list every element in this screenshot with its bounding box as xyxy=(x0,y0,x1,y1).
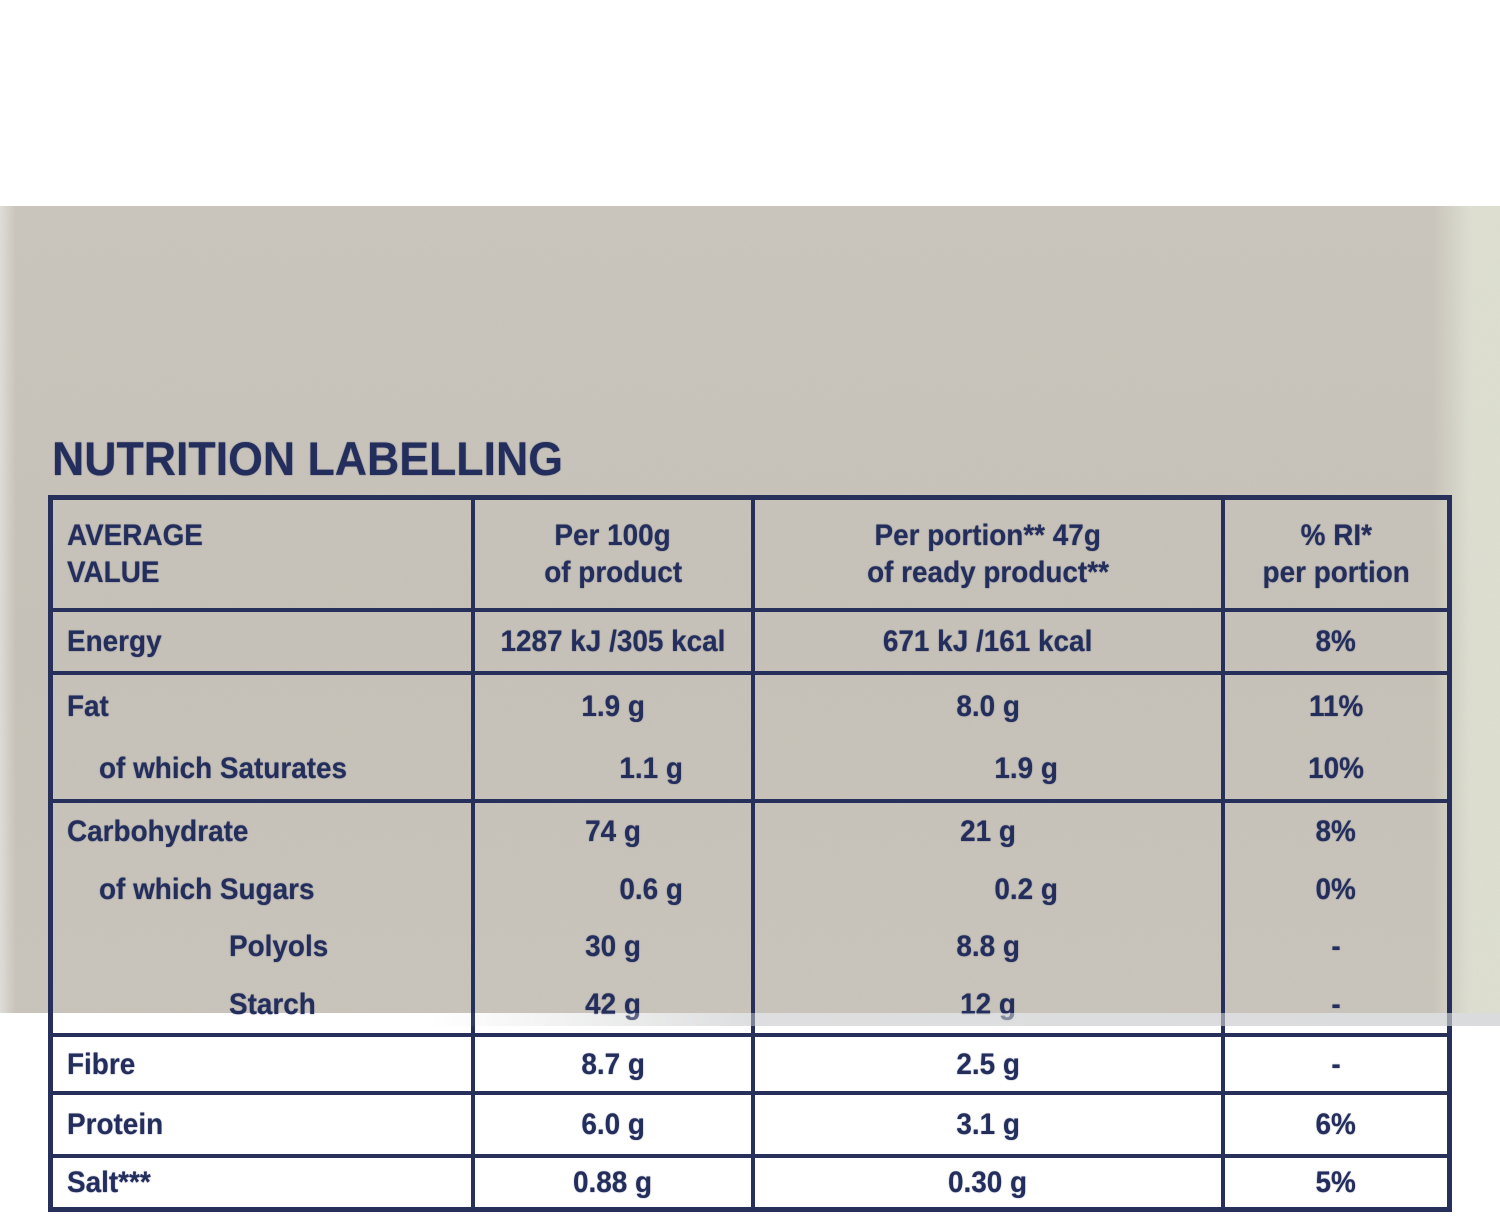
row-fibre: Fibre 8.7 g 2.5 g - xyxy=(53,1037,1447,1095)
nutrient-name: Starch xyxy=(229,987,316,1021)
per-portion-value: 1.9 g xyxy=(994,751,1058,785)
header-average-value: AVERAGE VALUE xyxy=(53,500,475,608)
header-average-line1: AVERAGE xyxy=(67,519,203,552)
row-energy: Energy 1287 kJ /305 kcal 671 kJ /161 kca… xyxy=(53,612,1447,675)
nutrient-name: of which Saturates xyxy=(99,751,348,785)
per-portion-value: 8.0 g xyxy=(956,689,1020,723)
per-100g-value: 6.0 g xyxy=(581,1108,645,1141)
row-salt: Salt*** 0.88 g 0.30 g 5% xyxy=(53,1158,1447,1207)
nutrient-name: Fibre xyxy=(67,1047,136,1081)
ri-percent-value: - xyxy=(1331,930,1341,964)
per-100g-value: 30 g xyxy=(585,930,641,964)
table-header-row: AVERAGE VALUE Per 100g of product Per po… xyxy=(53,500,1447,612)
nutrient-name: Fat xyxy=(67,689,109,723)
nutrient-name: Salt*** xyxy=(67,1166,151,1199)
ri-percent-value: - xyxy=(1331,1047,1341,1081)
nutrition-table: AVERAGE VALUE Per 100g of product Per po… xyxy=(48,495,1452,1212)
nutrient-name: Protein xyxy=(67,1108,164,1141)
per-portion-value: 8.8 g xyxy=(956,930,1020,964)
section-title: NUTRITION LABELLING xyxy=(52,432,563,485)
header-per100-line1: Per 100g xyxy=(554,519,672,552)
per-100g-value: 74 g xyxy=(585,815,641,849)
header-portion-line1: Per portion** 47g xyxy=(874,519,1102,552)
nutrient-name: Polyols xyxy=(229,930,329,964)
header-portion-line2: of ready product** xyxy=(867,556,1109,589)
header-ri-line2: per portion xyxy=(1262,556,1410,589)
per-100g-value: 1.9 g xyxy=(581,689,645,723)
per-portion-value: 2.5 g xyxy=(956,1047,1020,1081)
ri-percent-value: 10% xyxy=(1308,751,1364,785)
ri-percent-value: 8% xyxy=(1315,815,1357,849)
header-average-line2: VALUE xyxy=(67,556,160,589)
per-100g-value: 1.1 g xyxy=(619,751,683,785)
cardboard-panel: NUTRITION LABELLING AVERAGE VALUE Per 10… xyxy=(0,206,1500,1212)
per-100g-value: 0.88 g xyxy=(573,1166,653,1199)
row-fat-group: Fat of which Saturates 1.9 g 1.1 g 8.0 g… xyxy=(53,675,1447,803)
header-per-portion: Per portion** 47g of ready product** xyxy=(755,500,1225,608)
nutrient-name: Energy xyxy=(67,625,162,658)
per-100g-value: 0.6 g xyxy=(619,872,683,906)
ri-percent-value: 6% xyxy=(1315,1108,1357,1141)
per-portion-value: 0.30 g xyxy=(948,1166,1028,1199)
per-portion-value: 3.1 g xyxy=(956,1108,1020,1141)
ri-percent-value: 0% xyxy=(1315,872,1357,906)
package-bottom-shadow xyxy=(430,1013,1500,1026)
header-per-100g: Per 100g of product xyxy=(475,500,755,608)
header-ri-line1: % RI* xyxy=(1300,519,1372,552)
ri-percent-value: 11% xyxy=(1308,689,1364,723)
header-ri-per-portion: % RI* per portion xyxy=(1225,500,1447,608)
nutrient-name: Carbohydrate xyxy=(67,815,249,849)
ri-percent-value: 5% xyxy=(1315,1166,1357,1199)
row-carbohydrate-group: Carbohydrate of which Sugars Polyols Sta… xyxy=(53,803,1447,1037)
nutrient-name: of which Sugars xyxy=(99,872,315,906)
ri-percent-value: - xyxy=(1331,987,1341,1021)
header-per100-line2: of product xyxy=(544,556,682,589)
per-portion-value: 671 kJ /161 kcal xyxy=(883,625,1093,658)
ri-percent-value: 8% xyxy=(1315,625,1357,658)
per-portion-value: 21 g xyxy=(960,815,1016,849)
row-protein: Protein 6.0 g 3.1 g 6% xyxy=(53,1095,1447,1158)
per-100g-value: 8.7 g xyxy=(581,1047,645,1081)
per-portion-value: 0.2 g xyxy=(994,872,1058,906)
per-100g-value: 1287 kJ /305 kcal xyxy=(500,625,726,658)
